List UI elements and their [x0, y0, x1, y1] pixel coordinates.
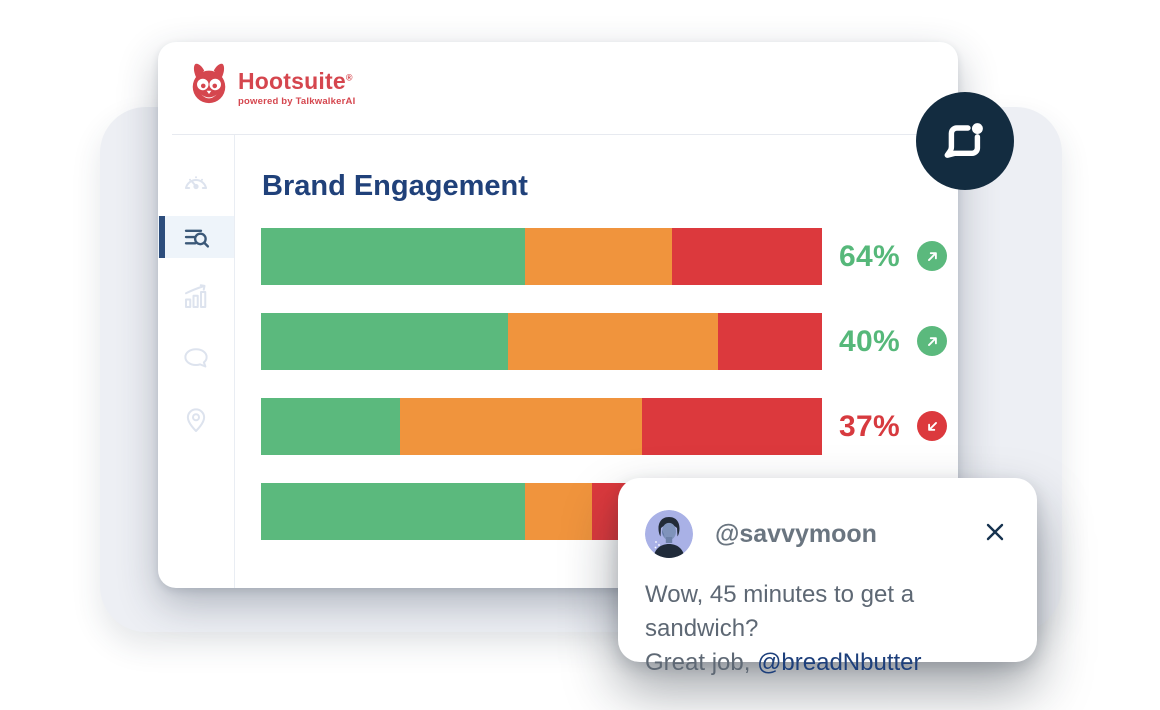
bar-segment-positive — [261, 483, 525, 540]
mention-link[interactable]: @breadNbutter — [757, 649, 922, 676]
sidebar-item-dashboard[interactable] — [158, 162, 234, 204]
bar-row: 64% — [158, 228, 958, 285]
stacked-bar — [261, 228, 822, 285]
percentage-label: 37% — [839, 410, 900, 443]
owl-icon — [192, 63, 226, 104]
card-header: Hootsuite® powered by TalkwalkerAI — [158, 42, 958, 135]
sidebar-item-locations[interactable] — [158, 399, 234, 441]
chart-title: Brand Engagement — [262, 170, 528, 202]
bar-segment-neutral — [524, 483, 592, 540]
message-line1: Wow, 45 minutes to get a sandwich? — [645, 581, 915, 642]
sidebar-divider — [234, 135, 235, 588]
comment-card: @savvymoon Wow, 45 minutes to get a sand… — [618, 478, 1037, 676]
bar-segment-negative — [641, 398, 822, 455]
chat-bubble-icon — [184, 348, 208, 368]
comment-message: Wow, 45 minutes to get a sandwich? Great… — [645, 578, 1015, 680]
trend-up-icon — [917, 241, 947, 271]
chat-bubble-notification-icon — [944, 123, 983, 158]
bar-row: 40% — [158, 313, 958, 370]
close-x-icon — [986, 523, 1004, 541]
close-button[interactable] — [983, 520, 1007, 544]
bar-row: 37% — [158, 398, 958, 455]
bar-segment-negative — [672, 228, 822, 285]
sidebar-item-search-results[interactable] — [158, 216, 234, 258]
bar-segment-positive — [261, 313, 509, 370]
bar-segment-positive — [261, 228, 525, 285]
bar-chart-trend-icon — [185, 284, 207, 308]
brand-text: Hootsuite® powered by TalkwalkerAI — [238, 62, 356, 108]
percentage-label: 40% — [839, 325, 900, 358]
bar-segment-neutral — [524, 228, 673, 285]
avatar — [645, 510, 693, 558]
list-search-icon — [184, 229, 210, 248]
registered-mark: ® — [345, 72, 353, 83]
sidebar-item-conversations[interactable] — [158, 337, 234, 379]
bar-segment-negative — [718, 313, 822, 370]
location-pin-icon — [186, 408, 206, 432]
hootsuite-logo: Hootsuite® powered by TalkwalkerAI — [186, 62, 355, 107]
trend-up-icon — [917, 326, 947, 356]
header-divider — [172, 134, 958, 135]
stacked-bar — [261, 398, 822, 455]
comment-username: @savvymoon — [715, 520, 877, 548]
gauge-icon — [185, 176, 207, 190]
brand-tagline: powered by TalkwalkerAI — [238, 96, 356, 107]
bar-segment-neutral — [399, 398, 642, 455]
message-line2-prefix: Great job, — [645, 649, 758, 676]
bar-segment-positive — [261, 398, 400, 455]
bar-segment-neutral — [508, 313, 719, 370]
percentage-label: 64% — [839, 240, 900, 273]
trend-down-icon — [917, 411, 947, 441]
notification-chat-badge[interactable] — [916, 92, 1014, 190]
stacked-bar — [261, 313, 822, 370]
sidebar — [158, 135, 234, 588]
brand-name: Hootsuite® — [238, 68, 353, 94]
sidebar-item-analytics[interactable] — [158, 276, 234, 318]
